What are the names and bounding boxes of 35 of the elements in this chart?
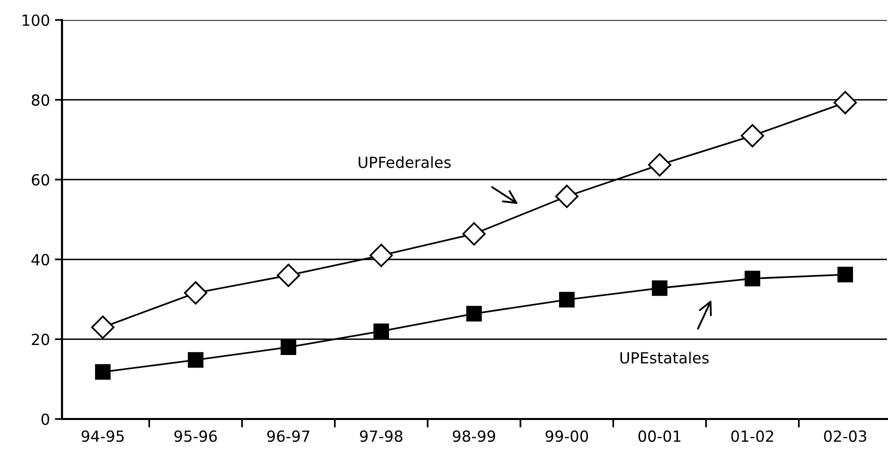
point (370, 244, 393, 268)
x-tick-label: 02-03 (824, 430, 866, 442)
x-tick-label: 96-97 (267, 430, 310, 442)
point (837, 266, 854, 282)
y-tick-label: 60 (32, 174, 50, 186)
point (648, 153, 672, 176)
point (466, 306, 482, 322)
point (555, 184, 578, 208)
point (740, 124, 764, 148)
annotation: UPFederales (358, 156, 451, 168)
y-tick-label: 80 (32, 94, 50, 106)
point (184, 281, 208, 305)
x-tick-label: 00-01 (638, 430, 680, 442)
point (95, 364, 111, 380)
point (462, 222, 486, 246)
y-tick-label: 0 (41, 413, 50, 426)
point (559, 292, 575, 308)
x-tick-label: 95-96 (174, 430, 217, 442)
annotation: UPEstatales (620, 352, 709, 364)
point (834, 90, 857, 114)
point (373, 323, 390, 339)
x-tick-label: 94-95 (82, 430, 124, 442)
y-tick-label: 100 (22, 14, 50, 26)
x-tick-label: 01-02 (731, 430, 774, 442)
y-tick-label: 20 (32, 334, 50, 346)
point (280, 339, 296, 355)
point (276, 264, 300, 287)
point (188, 352, 204, 368)
point (91, 316, 114, 339)
y-tick-label: 40 (32, 254, 50, 266)
x-tick-label: 97-98 (360, 430, 402, 442)
x-tick-label: 98-99 (452, 430, 496, 442)
point (652, 280, 668, 296)
point (744, 270, 760, 286)
x-tick-label: 99-00 (546, 430, 588, 442)
